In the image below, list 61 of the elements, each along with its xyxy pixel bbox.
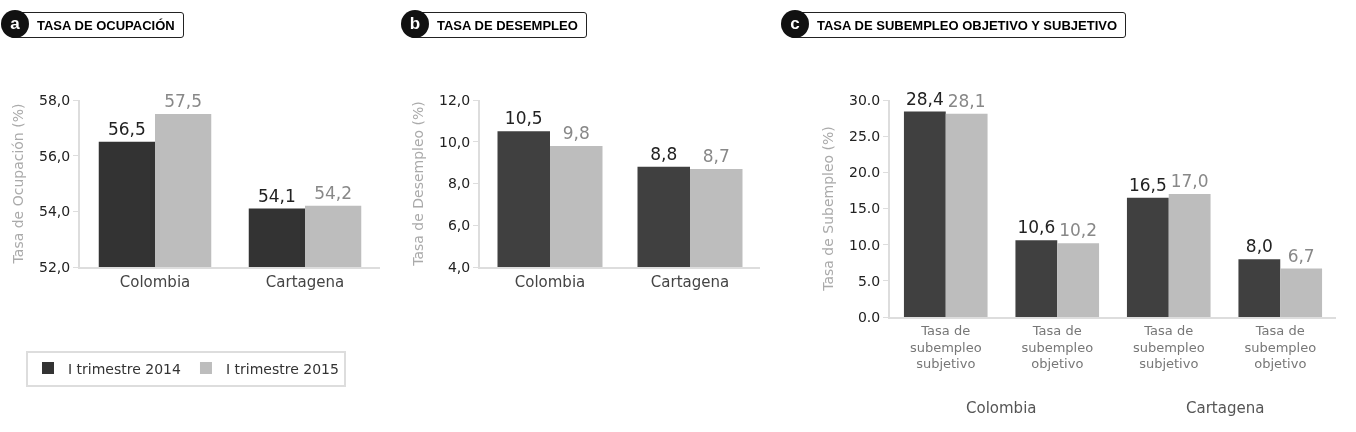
text: Colombia [966, 399, 1037, 417]
data-label: 56,5 [107, 118, 146, 139]
x-tick-label: Colombia [514, 273, 586, 291]
data-label: 17,0 [1170, 171, 1209, 192]
data-label: 16,5 [1128, 174, 1167, 195]
y-tick-label: 58,0 [39, 91, 71, 108]
y-axis-title: Tasa de Desempleo (%) [410, 101, 427, 267]
text: b [401, 9, 429, 38]
y-tick-label: 6,0 [447, 217, 471, 234]
data-label: 54,1 [257, 185, 296, 206]
text: c [781, 9, 809, 38]
chart-title: TASA DE DESEMPLEO [437, 17, 578, 33]
y-tick-label: 30.0 [849, 91, 881, 108]
data-label: 54,2 [314, 182, 353, 203]
y-tick-label: 4,0 [447, 258, 471, 275]
data-label: 8,0 [1245, 236, 1273, 257]
y-tick-label: 15.0 [849, 200, 881, 217]
bar [1168, 194, 1211, 317]
y-tick-label: 25.0 [849, 128, 881, 145]
data-label: 10,5 [504, 108, 543, 129]
y-tick-label: 20.0 [849, 164, 881, 181]
data-label: 8,7 [702, 145, 730, 166]
bar [1126, 197, 1169, 317]
y-tick-label: 0.0 [857, 308, 881, 325]
data-label: 8,8 [650, 143, 678, 164]
chart-title: TASA DE SUBEMPLEO OBJETIVO Y SUBJETIVO [817, 17, 1118, 33]
data-label: 9,8 [562, 122, 590, 143]
y-axis-title: Tasa de Subempleo (%) [820, 126, 837, 292]
x-tick-label: Tasa de subempleo subjetivo [909, 322, 982, 372]
y-tick-label: 12,0 [439, 91, 471, 108]
y-axis-title: Tasa de Ocupación (%) [10, 103, 27, 265]
text: a [1, 9, 29, 38]
x-tick-label: Tasa de subempleo objetivo [1244, 322, 1317, 372]
y-tick-label: 5.0 [857, 272, 881, 289]
y-tick-label: 8,0 [447, 175, 471, 192]
bar [1057, 243, 1100, 317]
bar [903, 111, 946, 317]
x-tick-label: Colombia [119, 273, 191, 291]
y-tick-label: 54,0 [39, 203, 71, 220]
legend-label: I trimestre 2015 [225, 360, 339, 377]
legend-label: I trimestre 2014 [68, 360, 181, 377]
data-label: 28,1 [947, 90, 986, 111]
data-label: 10,2 [1059, 220, 1098, 241]
chart-title: TASA DE OCUPACIÓN [37, 17, 175, 33]
data-label: 57,5 [164, 90, 203, 111]
x-tick-label: Tasa de subempleo objetivo [1021, 322, 1094, 372]
data-label: 6,7 [1287, 245, 1315, 266]
bar [1280, 268, 1323, 317]
bar [1015, 240, 1058, 317]
y-tick-label: 52,0 [39, 258, 71, 275]
y-tick-label: 10,0 [439, 133, 471, 150]
data-label: 28,4 [905, 88, 944, 109]
y-tick-label: 10.0 [849, 236, 881, 253]
text: Cartagena [1186, 399, 1265, 417]
x-tick-label: Tasa de subempleo subjetivo [1132, 322, 1205, 372]
bar [945, 113, 988, 317]
bar [1238, 259, 1281, 317]
x-tick-label: Cartagena [650, 273, 730, 291]
y-tick-label: 56,0 [39, 147, 71, 164]
x-tick-label: Cartagena [265, 273, 345, 291]
data-label: 10,6 [1017, 217, 1056, 238]
